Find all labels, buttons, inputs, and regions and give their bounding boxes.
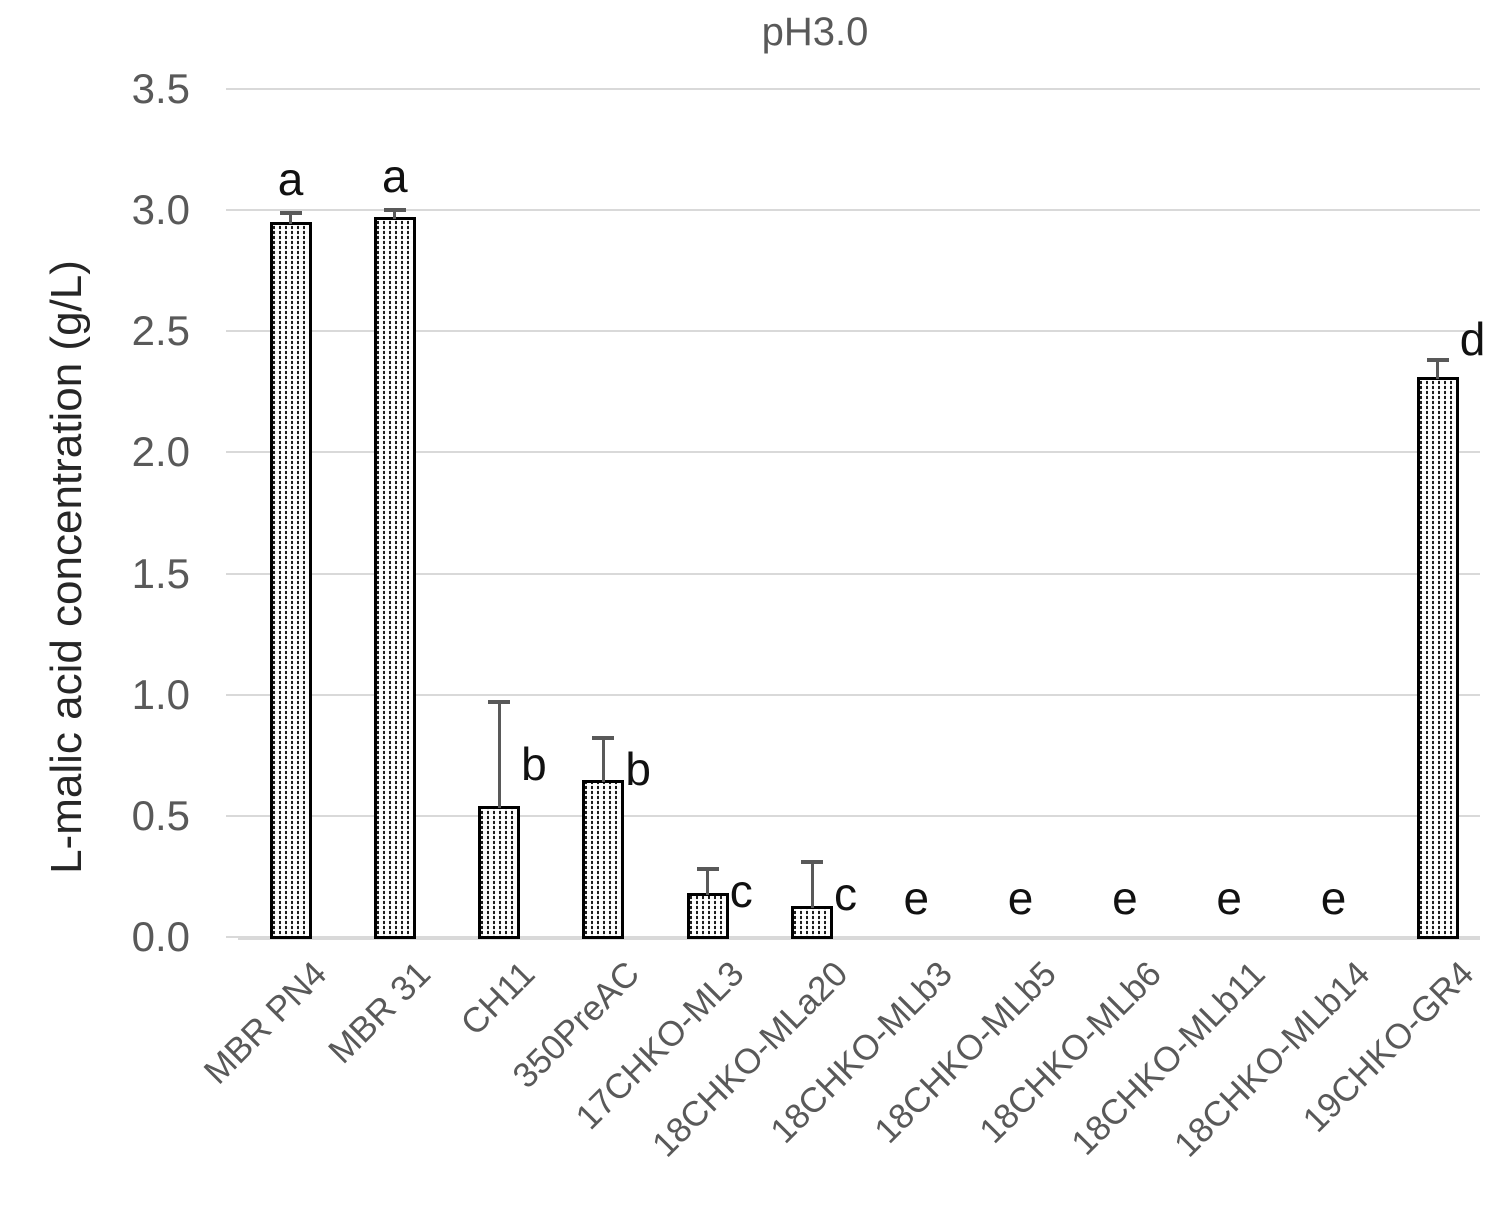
error-bar-line — [810, 861, 814, 908]
y-tick-label: 0.5 — [131, 791, 190, 839]
gridline — [238, 814, 1480, 817]
x-tick-label: CH11 — [453, 954, 543, 1044]
sig-letter: e — [903, 872, 930, 924]
y-tick-label: 2.0 — [131, 428, 190, 476]
bar — [686, 893, 729, 939]
error-bar-cap — [592, 736, 615, 741]
y-tick-mark — [226, 209, 240, 212]
y-tick-label: 3.0 — [131, 186, 190, 234]
x-tick-label: 18CHKO-MLb5 — [867, 954, 1065, 1151]
error-bar-line — [706, 869, 710, 896]
error-bar-line — [601, 738, 605, 782]
sig-letter: e — [1320, 872, 1347, 924]
sig-letter: d — [1459, 312, 1486, 365]
y-tick-mark — [226, 693, 240, 696]
y-tick-mark — [226, 814, 240, 817]
y-tick-label: 1.0 — [131, 670, 190, 718]
bar — [269, 222, 312, 939]
gridline — [238, 572, 1480, 575]
sig-letter: c — [729, 865, 753, 918]
error-bar-cap — [488, 699, 511, 704]
gridline — [238, 693, 1480, 696]
x-tick-label: 18CHKO-MLb3 — [763, 954, 960, 1151]
bar — [1416, 377, 1459, 939]
gridline — [238, 88, 1480, 90]
x-tick-label: 18CHKO-MLa20 — [645, 954, 856, 1165]
chart-title: pH3.0 — [761, 10, 869, 54]
bar — [373, 217, 416, 939]
error-bar-line — [497, 701, 501, 809]
y-tick-mark — [226, 88, 240, 90]
error-bar-cap — [696, 867, 719, 872]
sig-letter: b — [625, 742, 651, 795]
x-tick-label: 18CHKO-MLb11 — [1064, 954, 1273, 1163]
error-bar-cap — [801, 859, 823, 864]
error-bar-cap — [279, 210, 302, 215]
bar — [478, 806, 521, 939]
error-bar-line — [393, 210, 397, 220]
error-bar-cap — [1426, 358, 1449, 363]
bar — [791, 905, 833, 939]
gridline — [238, 451, 1480, 454]
y-tick-mark — [226, 330, 240, 333]
y-tick-mark — [226, 936, 240, 938]
error-bar-line — [289, 212, 292, 225]
y-tick-label: 2.5 — [131, 307, 190, 355]
error-bar-cap — [383, 208, 406, 213]
bar — [582, 779, 625, 939]
x-tick-label: MBR PN4 — [196, 954, 335, 1092]
error-bar-line — [1436, 360, 1440, 380]
x-tick-label: 18CHKO-MLb6 — [971, 954, 1169, 1151]
sig-letter: b — [521, 738, 547, 791]
y-tick-label: 3.5 — [131, 65, 190, 112]
y-tick-mark — [226, 572, 240, 575]
sig-letter: e — [1216, 872, 1242, 924]
sig-letter: a — [382, 150, 408, 203]
sig-letter: a — [277, 152, 304, 205]
y-tick-label: 1.5 — [131, 549, 190, 597]
y-tick-mark — [226, 451, 240, 454]
gridline — [238, 330, 1480, 333]
sig-letter: c — [834, 867, 857, 920]
gridline — [238, 209, 1480, 212]
x-tick-label: MBR 31 — [321, 954, 439, 1071]
sig-letter: e — [1007, 872, 1034, 924]
x-axis-line — [238, 936, 1480, 940]
sig-letter: e — [1112, 872, 1138, 924]
y-tick-label: 0.0 — [131, 913, 190, 960]
